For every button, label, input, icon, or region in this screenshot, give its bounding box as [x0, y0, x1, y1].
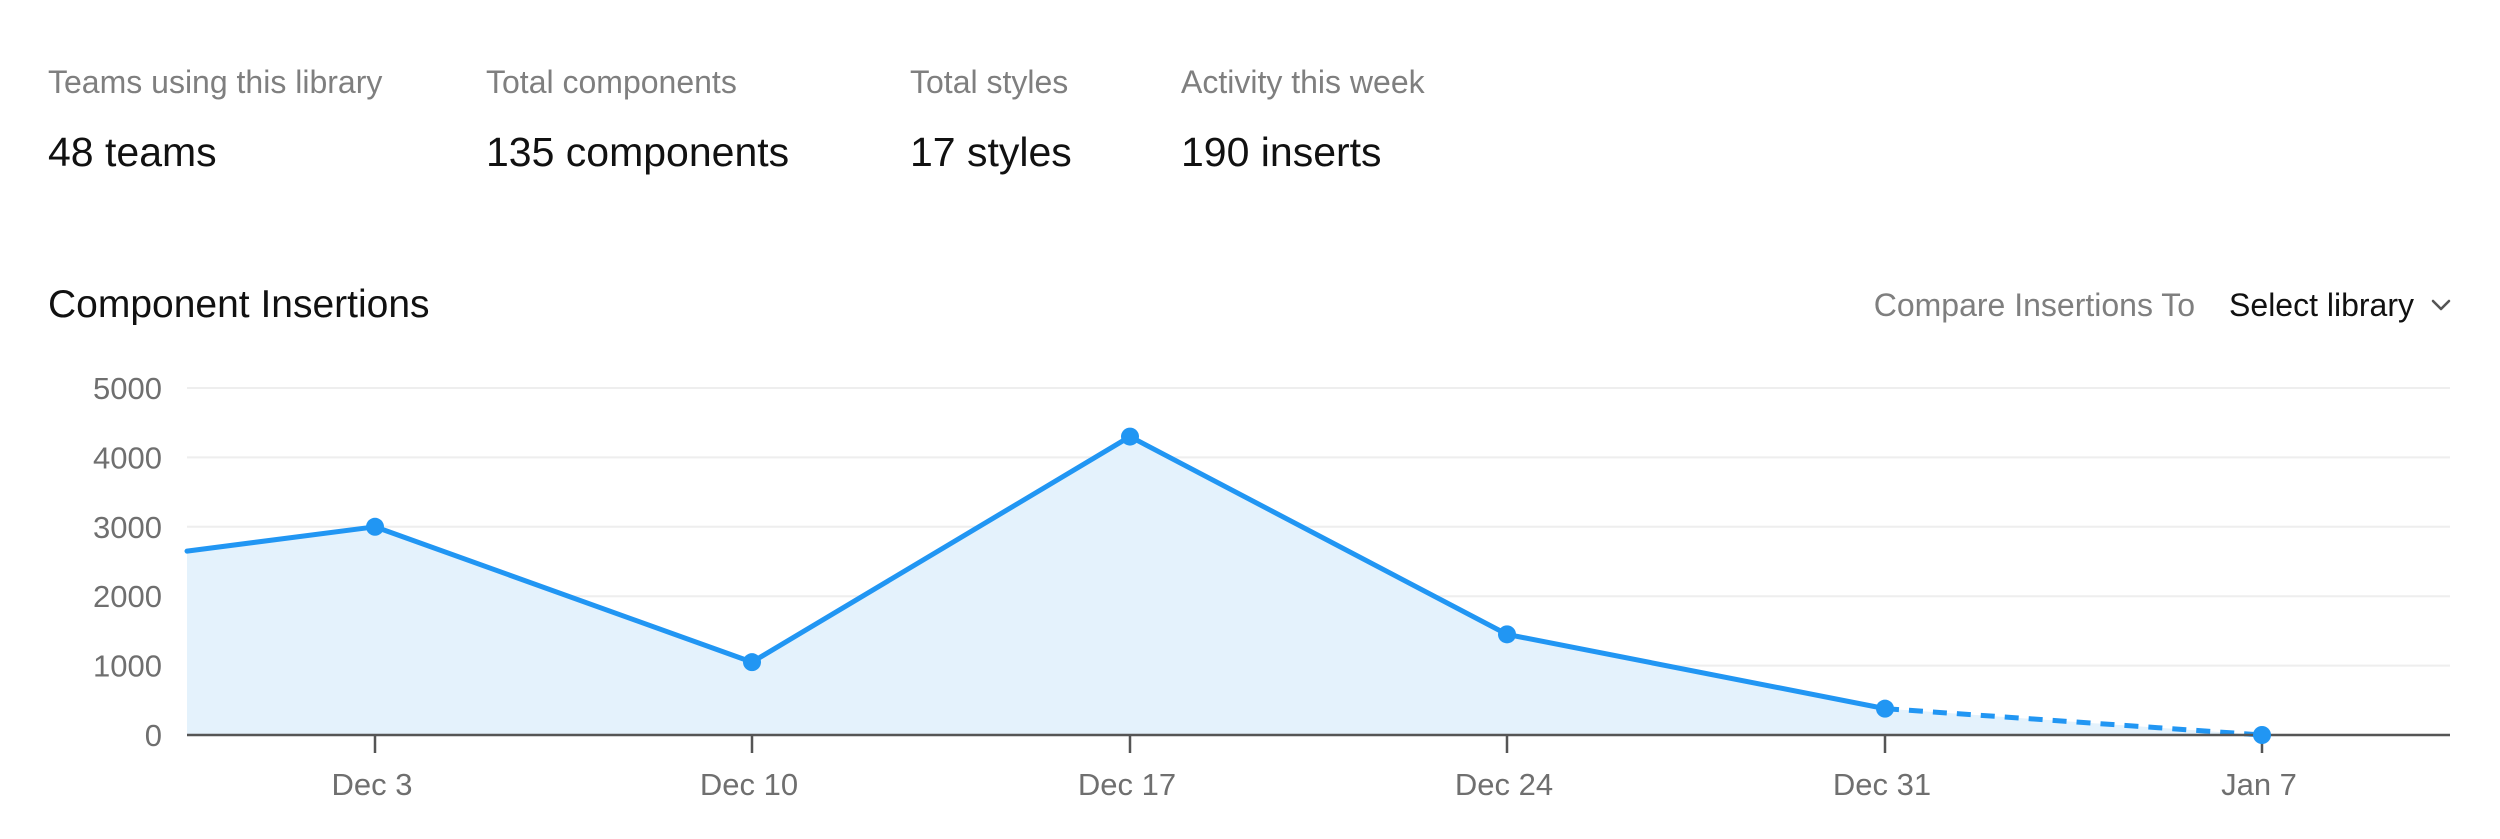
compare-control: Compare Insertions To Select library: [1874, 280, 2452, 330]
x-tick-label: Dec 3: [332, 767, 413, 802]
library-stats: Teams using this library 48 teams Total …: [48, 58, 1648, 188]
compare-label: Compare Insertions To: [1873, 286, 2196, 323]
data-point: [1121, 427, 1139, 446]
stat-label: Activity this week: [1181, 64, 1425, 100]
y-tick-label: 0: [145, 718, 162, 753]
x-tick-label: Jan 7: [2221, 767, 2297, 802]
stat-value: 17 styles: [910, 129, 1072, 175]
x-tick-label: Dec 17: [1078, 767, 1176, 802]
data-point: [2253, 726, 2271, 744]
area-fill: [187, 436, 2262, 735]
stat-label: Total styles: [910, 64, 1069, 100]
projected-line: [1884, 706, 2263, 738]
x-tick-label: Dec 24: [1455, 767, 1553, 802]
insertions-chart: 5000 4000 3000 2000 1000 0 Dec 3 Dec 10 Dec 17 De…: [93, 371, 2450, 802]
data-point: [366, 517, 384, 536]
stat-styles: Total styles 17 styles: [910, 58, 1072, 180]
y-tick-label: 2000: [93, 579, 162, 614]
stat-value: 190 inserts: [1181, 129, 1382, 175]
stat-activity: Activity this week 190 inserts: [1181, 58, 1425, 180]
stat-value: 48 teams: [48, 129, 217, 175]
data-point: [743, 653, 761, 672]
library-select[interactable]: Select library: [2229, 287, 2452, 324]
stat-teams: Teams using this library 48 teams: [48, 58, 382, 180]
data-point: [1498, 625, 1516, 644]
data-point: [1876, 699, 1894, 718]
chevron-down-icon: [2431, 299, 2451, 311]
series-line: [184, 434, 1888, 712]
stat-label: Total components: [486, 64, 737, 100]
y-tick-label: 1000: [93, 649, 162, 684]
x-tick-label: Dec 31: [1833, 767, 1931, 802]
y-tick-label: 3000: [93, 510, 162, 545]
x-tick-label: Dec 10: [700, 767, 798, 802]
y-tick-label: 5000: [93, 371, 162, 406]
library-select-value: Select library: [2229, 286, 2414, 323]
stat-value: 135 components: [486, 129, 790, 175]
y-tick-label: 4000: [93, 440, 162, 475]
stat-components: Total components 135 components: [486, 58, 789, 180]
stat-label: Teams using this library: [48, 64, 383, 100]
chart-title: Component Insertions: [48, 283, 430, 326]
